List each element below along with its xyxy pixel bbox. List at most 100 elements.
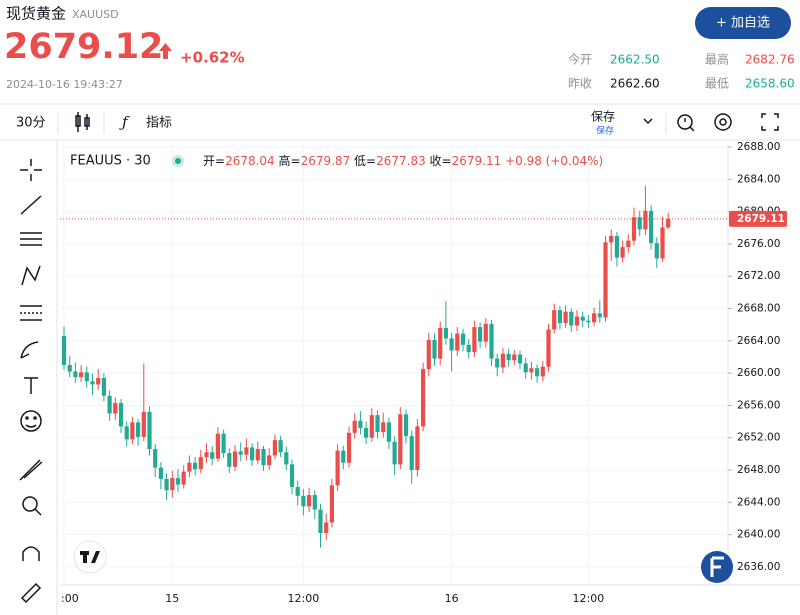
last-price-box (729, 210, 787, 227)
stat-value: 2662.50 (610, 53, 660, 67)
candle-body (660, 227, 665, 259)
fullscreen-icon[interactable] (761, 113, 779, 131)
candle-body (460, 333, 466, 345)
candle-body (272, 440, 277, 456)
brand-logo-mark (710, 556, 724, 577)
candle-body (267, 455, 272, 466)
candle-body (358, 420, 363, 429)
y-tick-label: 2652.00 (737, 432, 780, 444)
legend-value: 2679.11 (452, 154, 502, 168)
candle-body (495, 358, 500, 368)
save-button[interactable]: 保存 (591, 110, 615, 124)
candle-body (631, 217, 637, 241)
legend-change: +0.98 (+0.04%) (505, 154, 603, 168)
candle-body (118, 403, 124, 427)
tv-logo-mark (91, 551, 100, 563)
candle-body (210, 452, 215, 459)
candle-body (295, 486, 300, 496)
candle-body (238, 451, 243, 455)
y-tick-label: 2648.00 (737, 464, 780, 476)
candle-body (478, 327, 483, 342)
add-watchlist-label[interactable]: + 加自选 (716, 16, 770, 31)
candle-body (592, 313, 597, 323)
candle-body (301, 495, 306, 507)
y-tick-label: 2688.00 (737, 141, 780, 153)
candle-body (603, 242, 608, 318)
candle-body (193, 462, 198, 470)
settings-icon[interactable] (714, 113, 732, 131)
candle-body (187, 462, 192, 472)
candle-body (153, 449, 158, 468)
candle-body (489, 323, 494, 359)
add-watchlist-button[interactable] (695, 7, 791, 39)
price: 2679.12 (4, 27, 163, 67)
legend-symbol: FEAUUS · 30 (70, 154, 151, 169)
candle-body (324, 522, 329, 533)
drawing-tools[interactable] (19, 159, 43, 604)
tv-logo (73, 540, 107, 574)
indicators-button[interactable]: 指标 (146, 116, 172, 131)
candle-body (523, 363, 528, 373)
candle-body (415, 426, 420, 471)
candle-body (289, 464, 295, 487)
candle-body (136, 422, 141, 437)
tv-logo-mark (83, 551, 87, 563)
candle-body (101, 377, 106, 396)
candle-body (107, 395, 112, 414)
candle-body (569, 311, 574, 326)
last-price-label: 2679.11 (737, 213, 785, 225)
candle-body (512, 354, 517, 361)
candle-body (392, 441, 397, 465)
stat-value: 2662.60 (610, 77, 660, 91)
legend-ohlc: 开=2678.04 高=2679.87 低=2677.83 收=2679.11 … (203, 153, 603, 168)
candle-body (158, 467, 163, 479)
alert-icon[interactable] (677, 114, 695, 132)
y-tick-label: 2672.00 (737, 270, 780, 282)
candle-body (643, 210, 648, 230)
candle-body (130, 422, 135, 440)
candle-body (67, 365, 72, 372)
legend-value: 2678.04 (225, 154, 275, 168)
candle-body (626, 240, 631, 248)
up-arrow (159, 43, 172, 59)
fx-icon[interactable]: ƒ (119, 113, 130, 131)
x-tick-label: 15 (165, 592, 179, 605)
candle-body (369, 415, 374, 438)
x-tick-label: :00 (61, 592, 79, 605)
stat-label: 最高 (705, 52, 729, 67)
candle-body (113, 403, 118, 414)
candle-body (175, 478, 181, 485)
candle-body (535, 368, 540, 377)
candle-body (398, 414, 403, 465)
save-dropdown[interactable] (643, 118, 653, 125)
candle-body (335, 450, 340, 486)
candle-body (73, 371, 78, 378)
candle-body (574, 316, 580, 326)
candle-body (278, 440, 283, 453)
title: 现货黄金 (6, 5, 66, 23)
candle-body (375, 415, 380, 433)
timestamp: 2024-10-16 19:43:27 (6, 78, 123, 91)
candle-body (409, 436, 414, 471)
candle-body (221, 433, 226, 454)
candle-body (124, 426, 129, 440)
candle-body (609, 235, 614, 243)
candle-body (620, 247, 625, 258)
legend-label: 低= (354, 154, 376, 168)
legend-label: 收= (430, 154, 452, 168)
x-tick-label: 16 (445, 592, 459, 605)
candle-body (307, 495, 312, 507)
candle-body (432, 340, 437, 359)
interval-button[interactable]: 30分 (16, 116, 46, 131)
candle-body (540, 366, 545, 377)
candle-body (529, 368, 534, 373)
candle-type-icon[interactable] (75, 112, 90, 132)
candle-body (381, 422, 386, 433)
candle-body (483, 323, 488, 342)
candle-body (215, 433, 220, 459)
candle-body (90, 381, 95, 385)
candle-body (580, 316, 585, 321)
stat-value: 2682.76 (745, 53, 795, 67)
stat-label: 最低 (705, 77, 729, 91)
candle-body (147, 411, 152, 450)
